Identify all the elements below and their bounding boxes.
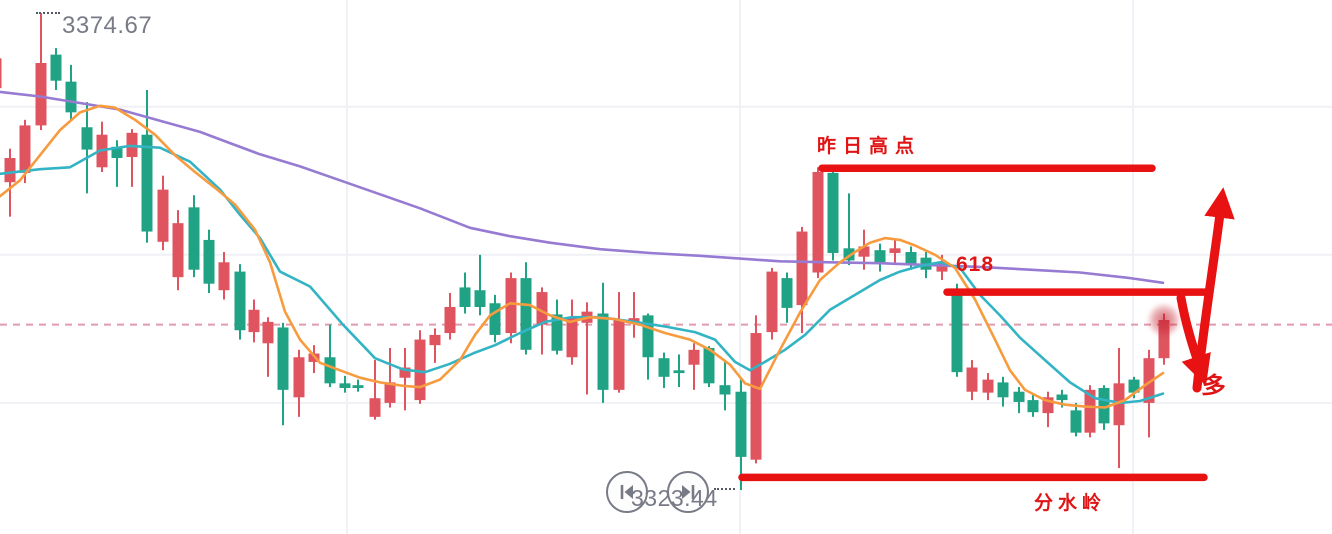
high-price-label: 3374.67 — [62, 12, 153, 39]
scroll-to-start-button[interactable] — [606, 471, 648, 513]
skip-forward-icon — [682, 485, 695, 499]
low-price-label: 3323.44 — [631, 485, 718, 511]
high-marker-dots — [36, 12, 60, 14]
trend-arrow-up[interactable] — [1192, 187, 1235, 393]
fib-618-label: 618 — [956, 253, 995, 276]
long-position-label: 多 — [1200, 372, 1227, 402]
yesterday-high-label: 昨日高点 — [817, 136, 922, 157]
watershed-label: 分水岭 — [1034, 493, 1107, 514]
drawn-annotations[interactable] — [738, 164, 1235, 482]
low-marker-dots — [714, 488, 735, 490]
highlight-smudge — [1147, 303, 1181, 337]
skip-back-icon — [620, 485, 633, 499]
ma-mid-line — [0, 144, 1165, 405]
scroll-to-end-button[interactable] — [667, 471, 709, 513]
candles — [0, 13, 1170, 491]
